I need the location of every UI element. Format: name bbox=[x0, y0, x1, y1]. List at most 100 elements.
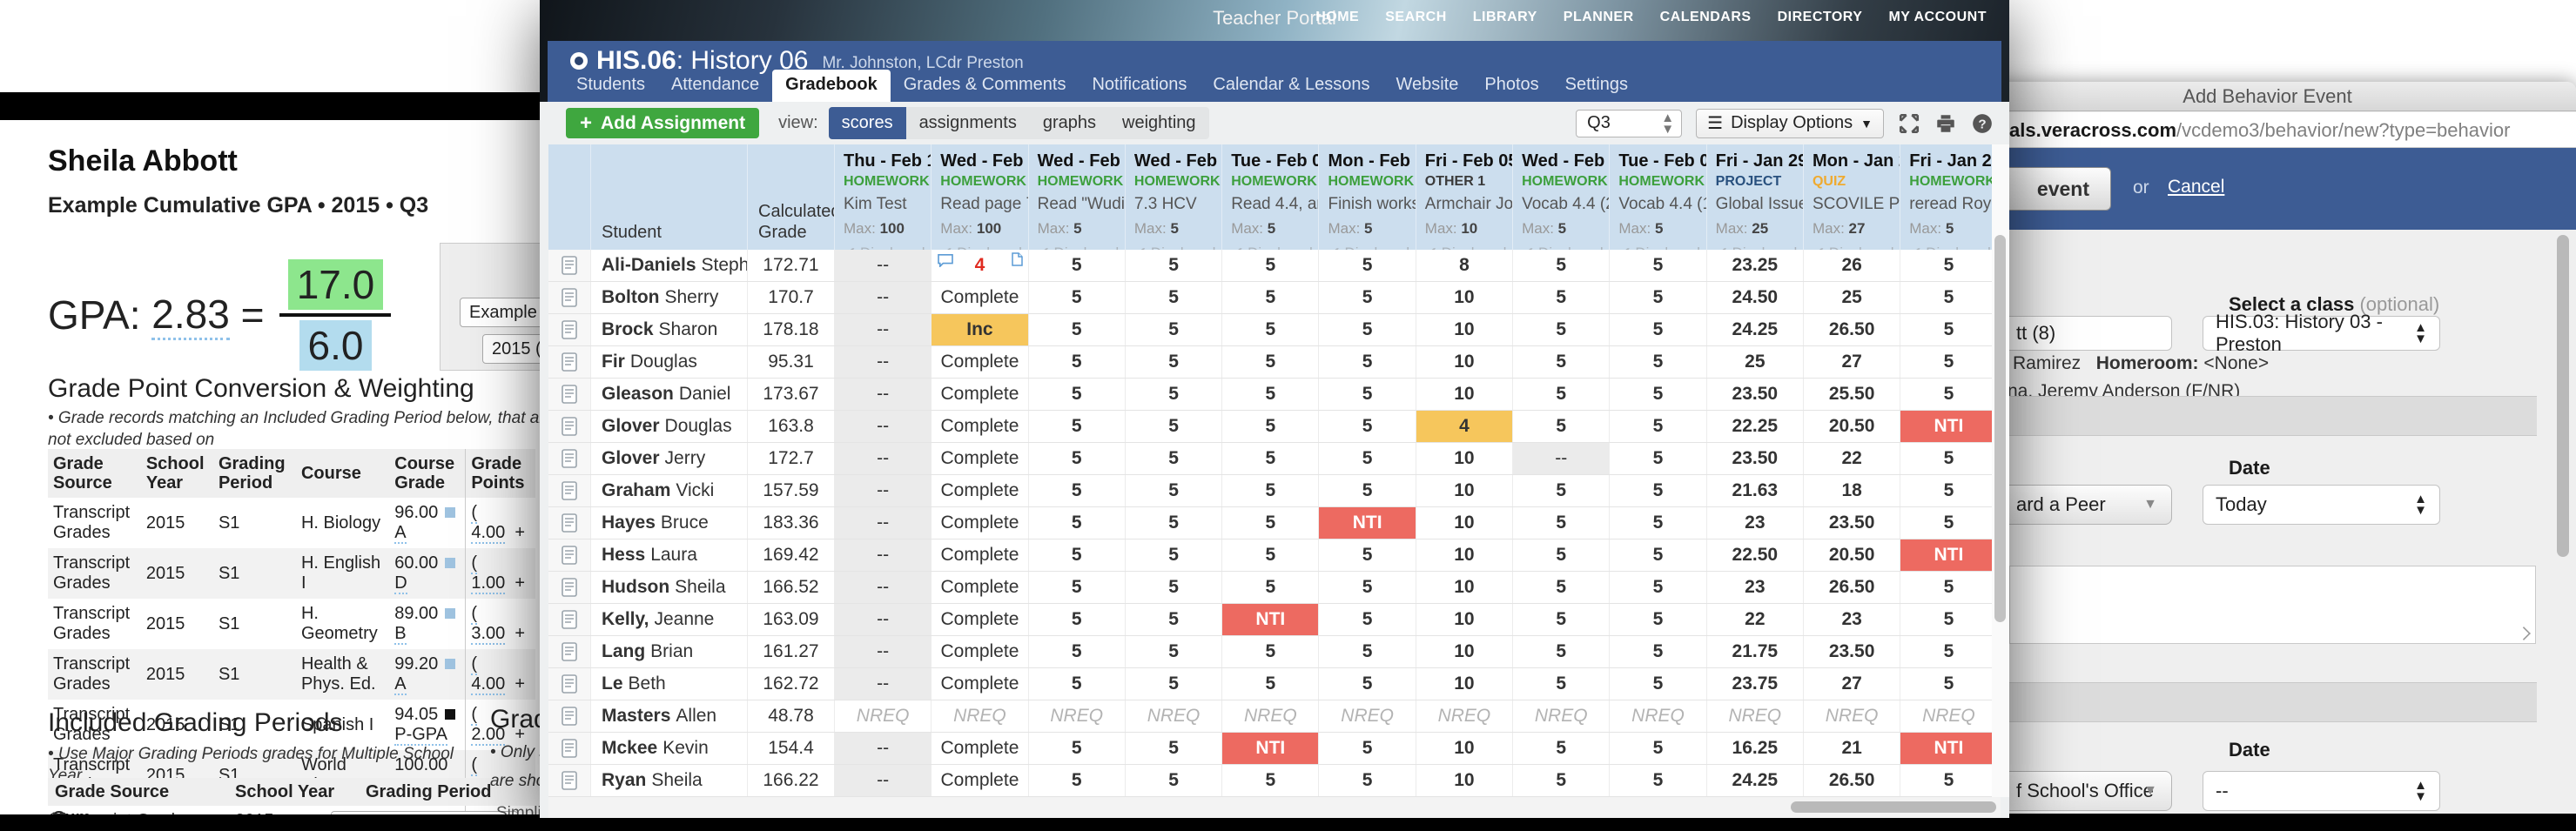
fullscreen-icon[interactable] bbox=[1898, 112, 1920, 135]
score-cell[interactable]: 5 bbox=[1029, 282, 1126, 313]
score-cell[interactable]: 5 bbox=[1222, 539, 1320, 571]
score-cell[interactable]: 10 bbox=[1416, 572, 1514, 603]
score-cell[interactable]: NREQ bbox=[1029, 700, 1126, 732]
score-cell[interactable]: 5 bbox=[1610, 765, 1707, 796]
score-cell[interactable]: 5 bbox=[1513, 282, 1611, 313]
score-cell[interactable]: Complete bbox=[932, 636, 1029, 667]
score-cell[interactable]: 5 bbox=[1029, 572, 1126, 603]
score-cell[interactable]: 27 bbox=[1804, 668, 1901, 700]
student-detail-icon[interactable] bbox=[548, 572, 591, 603]
tab-calendar-lessons[interactable]: Calendar & Lessons bbox=[1213, 75, 1370, 94]
assignment-header[interactable]: Mon - Jan 25 QUIZ SCOVILE POINTS Max: 27 ✔ D… bbox=[1804, 144, 1901, 250]
score-cell[interactable]: 26.50 bbox=[1804, 572, 1901, 603]
score-cell[interactable]: 5 bbox=[1126, 346, 1223, 378]
assignment-header[interactable]: Wed - Feb 10 HOMEWORK 7.3 HCV Max: 5 ✔ Displ… bbox=[1126, 144, 1223, 250]
student-detail-icon[interactable] bbox=[548, 475, 591, 506]
score-cell[interactable]: Complete bbox=[932, 475, 1029, 506]
class-dropdown[interactable]: HIS.03: History 03 - Preston ▲ ▼ bbox=[2203, 311, 2440, 355]
score-cell[interactable]: NTI bbox=[1222, 604, 1320, 635]
score-cell[interactable]: -- bbox=[835, 539, 932, 571]
tab-students[interactable]: Students bbox=[576, 75, 645, 94]
score-cell[interactable]: 5 bbox=[1222, 282, 1320, 313]
score-cell[interactable]: Complete bbox=[932, 507, 1029, 539]
score-cell[interactable]: 5 bbox=[1222, 314, 1320, 345]
score-cell[interactable]: -- bbox=[835, 282, 932, 313]
score-cell[interactable]: 23.50 bbox=[1804, 507, 1901, 539]
score-cell[interactable]: 10 bbox=[1416, 765, 1514, 796]
score-cell[interactable]: 5 bbox=[1900, 636, 1998, 667]
resize-handle-icon[interactable] bbox=[2517, 627, 2531, 640]
score-cell[interactable]: 10 bbox=[1416, 539, 1514, 571]
tab-notifications[interactable]: Notifications bbox=[1092, 75, 1187, 94]
score-cell[interactable]: 5 bbox=[1513, 379, 1611, 410]
score-cell[interactable]: 5 bbox=[1900, 379, 1998, 410]
score-cell[interactable]: 5 bbox=[1126, 443, 1223, 474]
score-cell[interactable]: 5 bbox=[1610, 250, 1707, 281]
score-cell[interactable]: 10 bbox=[1416, 379, 1514, 410]
grade-points-value[interactable]: ( 1.00 bbox=[471, 553, 506, 594]
gpa-value[interactable]: 2.83 bbox=[151, 291, 230, 340]
score-cell[interactable]: 5 bbox=[1319, 733, 1416, 764]
score-cell[interactable]: 23.50 bbox=[1707, 379, 1804, 410]
student-name[interactable]: Lang Brian bbox=[591, 636, 748, 667]
score-cell[interactable]: 10 bbox=[1416, 475, 1514, 506]
score-cell[interactable]: 23.75 bbox=[1707, 668, 1804, 700]
score-cell[interactable]: Complete bbox=[932, 604, 1029, 635]
score-cell[interactable]: 27 bbox=[1804, 346, 1901, 378]
score-cell[interactable]: 5 bbox=[1319, 475, 1416, 506]
score-cell[interactable]: Complete bbox=[932, 668, 1029, 700]
student-name[interactable]: Hayes Bruce bbox=[591, 507, 748, 539]
assignment-header[interactable]: Mon - Feb 08 HOMEWORK Finish worksheets Max… bbox=[1319, 144, 1416, 250]
score-cell[interactable]: NREQ bbox=[1126, 700, 1223, 732]
score-cell[interactable]: Complete bbox=[932, 443, 1029, 474]
score-cell[interactable]: -- bbox=[835, 411, 932, 442]
add-assignment-button[interactable]: + Add Assignment bbox=[566, 108, 760, 138]
score-cell[interactable]: 26 bbox=[1804, 250, 1901, 281]
assignment-header[interactable]: Wed - Feb 10 HOMEWORK Read "Wudi" & ans Max… bbox=[1029, 144, 1126, 250]
score-cell[interactable]: -- bbox=[835, 314, 932, 345]
score-cell[interactable]: 5 bbox=[1513, 314, 1611, 345]
score-cell[interactable]: -- bbox=[835, 475, 932, 506]
score-cell[interactable]: -- bbox=[835, 250, 932, 281]
print-icon[interactable] bbox=[1934, 112, 1957, 135]
score-cell[interactable]: 20.50 bbox=[1804, 539, 1901, 571]
score-cell[interactable]: 5 bbox=[1126, 539, 1223, 571]
score-cell[interactable]: 5 bbox=[1319, 765, 1416, 796]
letter-grade[interactable]: A bbox=[394, 523, 407, 544]
score-cell[interactable]: 4 bbox=[932, 250, 1029, 281]
score-cell[interactable]: 5 bbox=[1222, 346, 1320, 378]
score-cell[interactable]: 5 bbox=[1900, 475, 1998, 506]
url-bar[interactable]: als.veracross.com/vcdemo3/behavior/new?t… bbox=[1959, 112, 2576, 148]
score-cell[interactable]: 5 bbox=[1513, 572, 1611, 603]
score-cell[interactable]: 5 bbox=[1029, 443, 1126, 474]
student-detail-icon[interactable] bbox=[548, 443, 591, 474]
nav-item-home[interactable]: HOME bbox=[1315, 10, 1360, 24]
letter-grade[interactable]: D bbox=[394, 573, 407, 594]
score-cell[interactable]: 24.50 bbox=[1707, 282, 1804, 313]
score-cell[interactable]: 5 bbox=[1222, 379, 1320, 410]
score-cell[interactable]: -- bbox=[1513, 443, 1611, 474]
student-detail-icon[interactable] bbox=[548, 346, 591, 378]
score-cell[interactable]: 5 bbox=[1610, 379, 1707, 410]
score-cell[interactable]: Complete bbox=[932, 379, 1029, 410]
nav-item-library[interactable]: LIBRARY bbox=[1472, 10, 1537, 24]
score-cell[interactable]: 5 bbox=[1319, 282, 1416, 313]
score-cell[interactable]: 5 bbox=[1319, 411, 1416, 442]
tab-attendance[interactable]: Attendance bbox=[670, 75, 760, 94]
score-cell[interactable]: 5 bbox=[1513, 507, 1611, 539]
score-cell[interactable]: 5 bbox=[1513, 346, 1611, 378]
quarter-select[interactable]: Q3 ▲ ▼ bbox=[1576, 109, 1683, 137]
score-cell[interactable]: NTI bbox=[1222, 733, 1320, 764]
score-cell[interactable]: 5 bbox=[1900, 765, 1998, 796]
score-cell[interactable]: 5 bbox=[1319, 636, 1416, 667]
score-cell[interactable]: 5 bbox=[1319, 668, 1416, 700]
score-cell[interactable]: 25 bbox=[1707, 346, 1804, 378]
score-cell[interactable]: 5 bbox=[1126, 507, 1223, 539]
score-cell[interactable]: 5 bbox=[1126, 411, 1223, 442]
score-cell[interactable]: 5 bbox=[1900, 314, 1998, 345]
score-cell[interactable]: 5 bbox=[1513, 250, 1611, 281]
student-detail-icon[interactable] bbox=[548, 636, 591, 667]
student-name[interactable]: Hudson Sheila bbox=[591, 572, 748, 603]
score-cell[interactable]: NREQ bbox=[1610, 700, 1707, 732]
student-name[interactable]: Ryan Sheila bbox=[591, 765, 748, 796]
